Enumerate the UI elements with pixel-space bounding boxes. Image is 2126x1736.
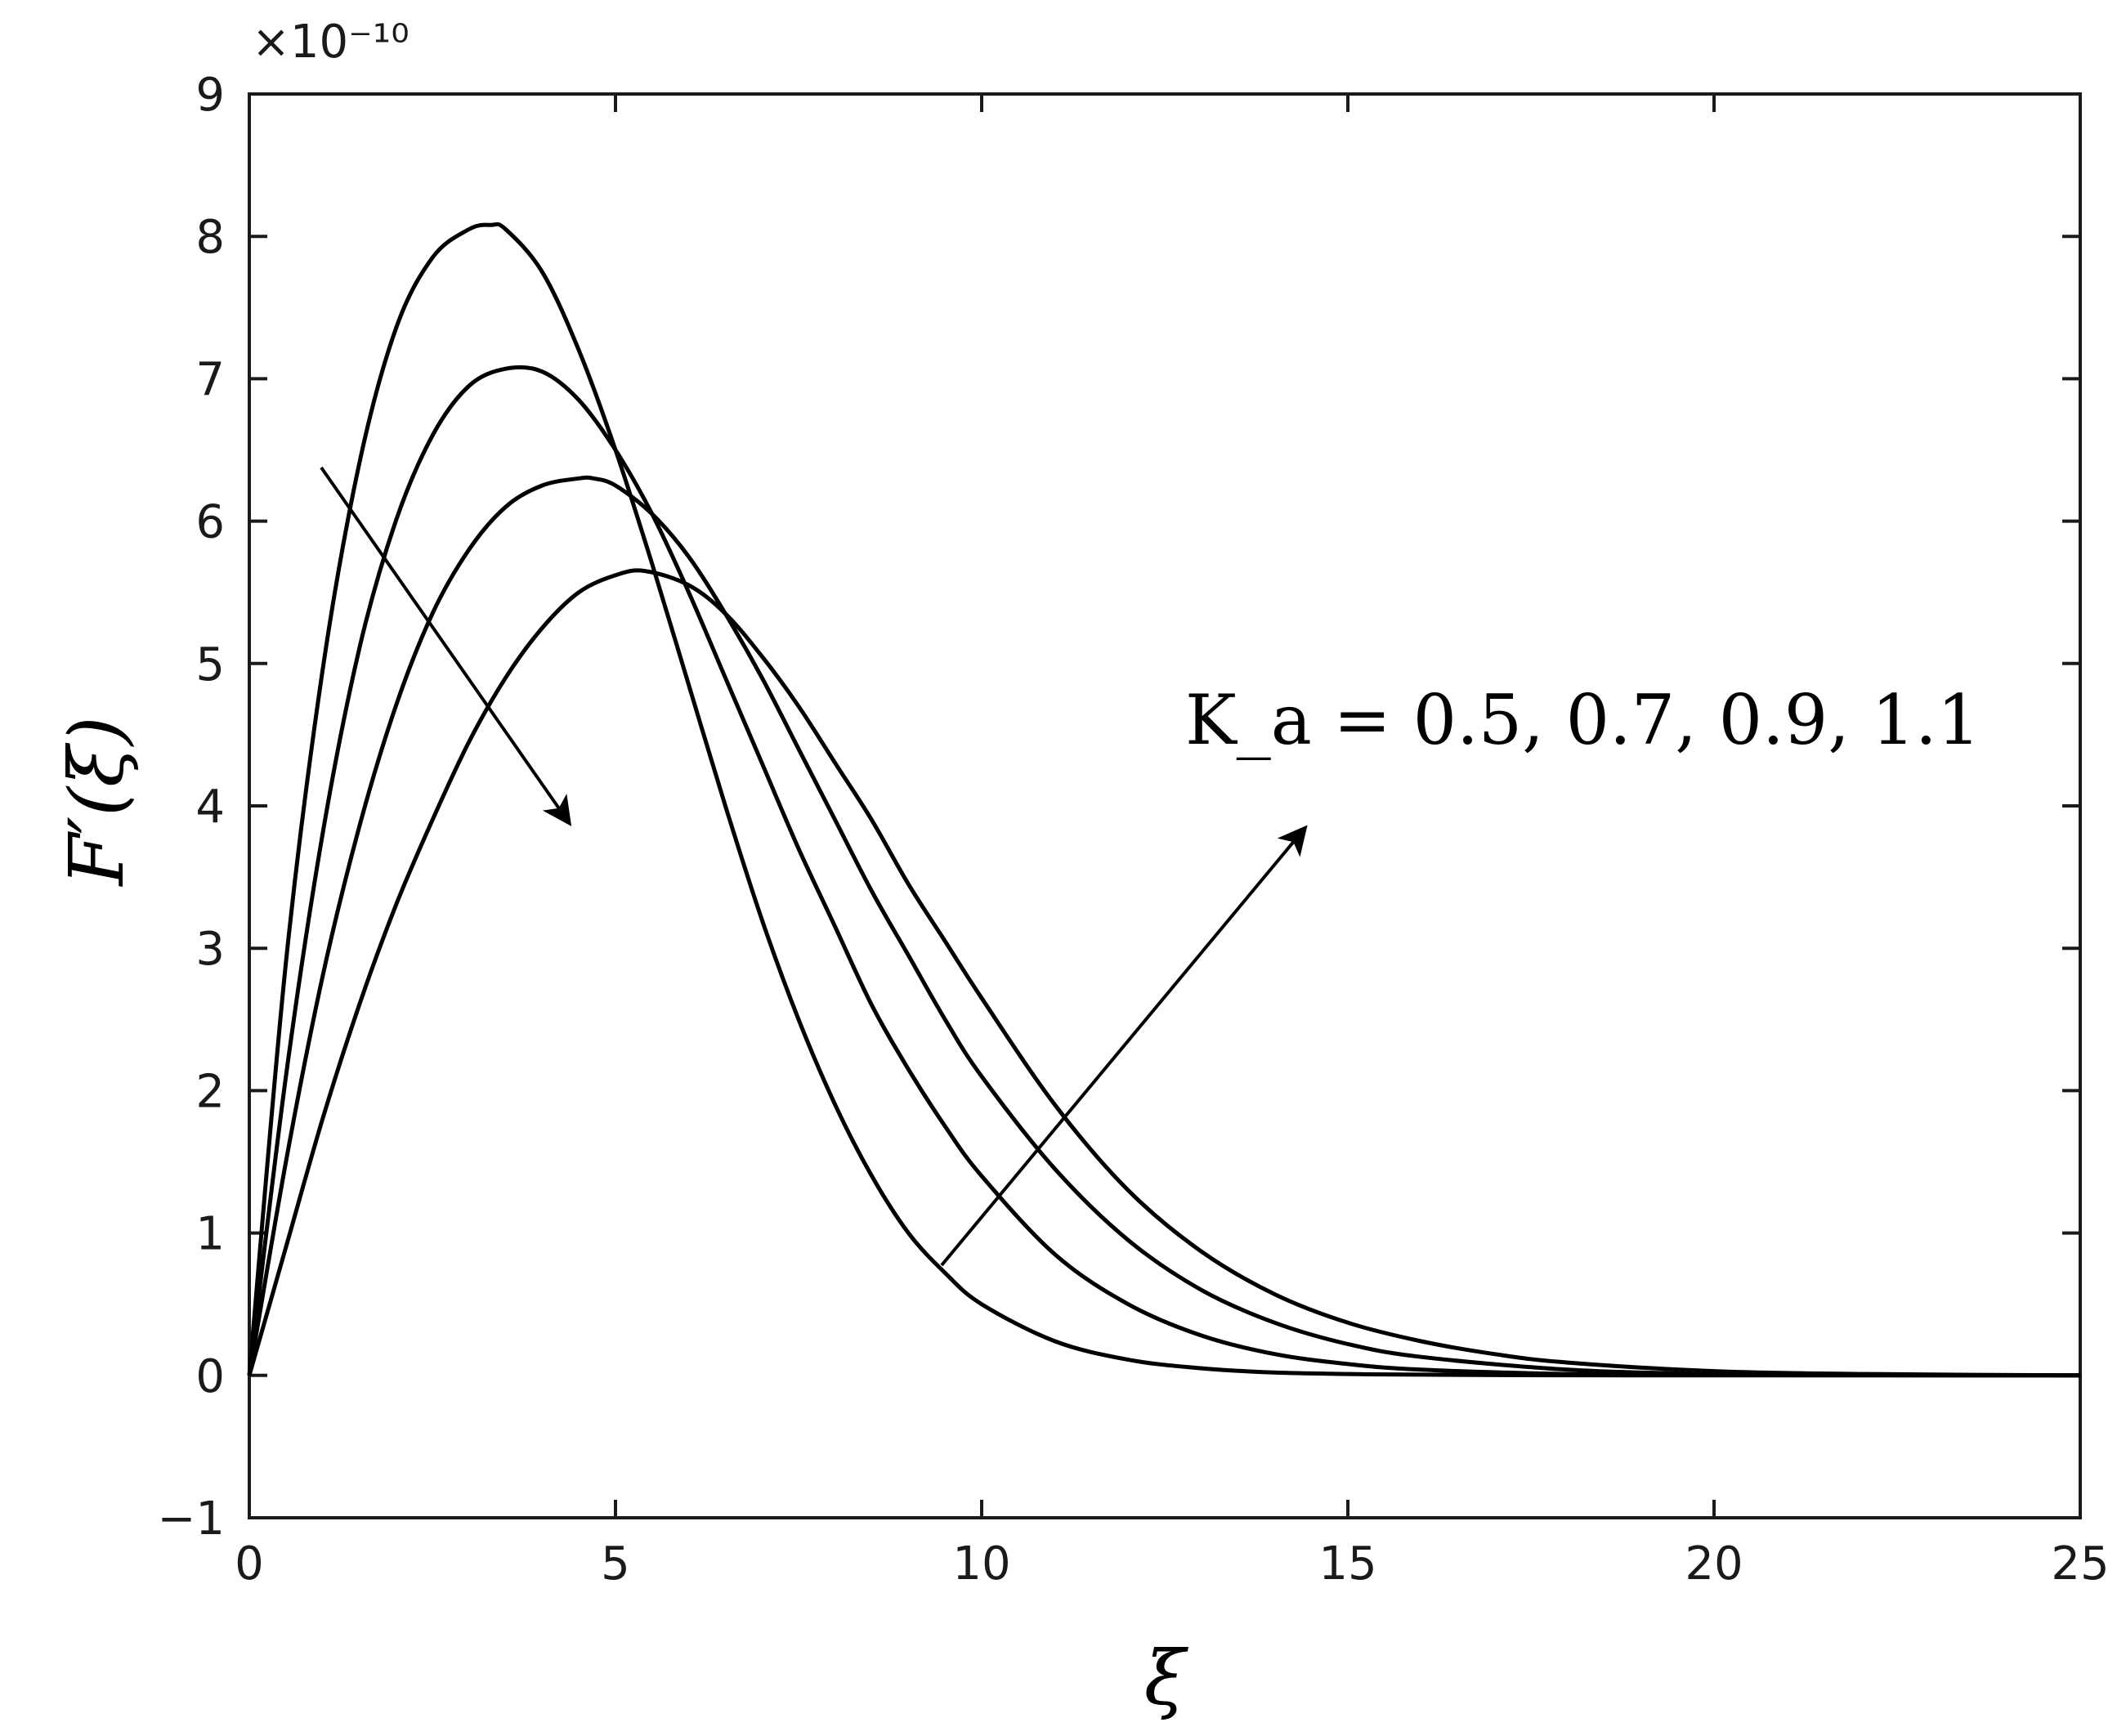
x-tick-label: 25 [2051, 1537, 2109, 1591]
x-tick-label: 20 [1685, 1537, 1743, 1591]
x-tick-labels: 0 5 10 15 20 25 [235, 1537, 2109, 1591]
axis-ticks [248, 92, 2082, 1519]
x-tick-label: 10 [952, 1537, 1010, 1591]
trend-arrow-up [940, 825, 1308, 1267]
x-tick-label: 5 [601, 1537, 630, 1591]
x-tick-label: 15 [1318, 1537, 1376, 1591]
x-tick-label: 0 [235, 1537, 264, 1591]
y-tick-label: 7 [195, 353, 225, 406]
y-tick-label: 1 [195, 1208, 225, 1261]
series-line-1 [247, 221, 2080, 1378]
series-lines [247, 221, 2081, 1378]
plot-frame [248, 92, 2082, 1519]
y-tick-label: 6 [195, 496, 225, 549]
y-tick-label: 9 [195, 69, 225, 122]
y-tick-label: 4 [195, 781, 225, 834]
y-exponent-label: ×10⁻¹⁰ [252, 16, 410, 69]
y-tick-label: 3 [195, 923, 225, 976]
y-tick-label: 2 [195, 1065, 225, 1118]
y-tick-label: 0 [195, 1350, 225, 1403]
series-line-3 [247, 475, 2081, 1378]
series-line-4 [247, 568, 2081, 1378]
trend-arrow-down [320, 466, 572, 826]
series-line-2 [247, 365, 2081, 1378]
x-axis-label: ξ [1144, 1635, 1189, 1722]
y-tick-labels: −1 0 1 2 3 4 5 6 7 8 9 [157, 69, 225, 1546]
y-tick-label: 8 [195, 211, 225, 264]
y-tick-label: −1 [157, 1492, 225, 1546]
y-axis-label: F′(ξ) [53, 716, 141, 887]
y-tick-label: 5 [195, 638, 225, 691]
parameter-annotation: K_a = 0.5, 0.7, 0.9, 1.1 [1185, 680, 1981, 760]
